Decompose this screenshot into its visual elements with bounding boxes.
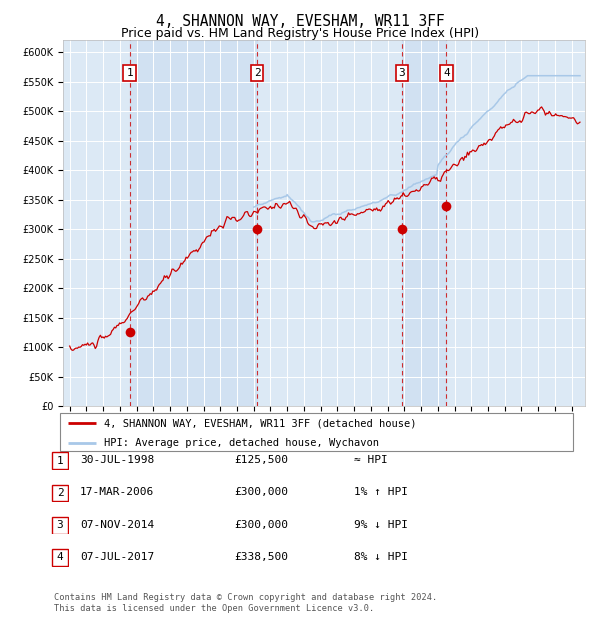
Text: 17-MAR-2006: 17-MAR-2006: [80, 487, 154, 497]
Text: 9% ↓ HPI: 9% ↓ HPI: [354, 520, 408, 529]
Text: ≈ HPI: ≈ HPI: [354, 455, 388, 465]
Text: £300,000: £300,000: [234, 487, 288, 497]
Text: £125,500: £125,500: [234, 455, 288, 465]
Text: 4, SHANNON WAY, EVESHAM, WR11 3FF: 4, SHANNON WAY, EVESHAM, WR11 3FF: [155, 14, 445, 29]
Text: Contains HM Land Registry data © Crown copyright and database right 2024.
This d: Contains HM Land Registry data © Crown c…: [54, 593, 437, 613]
Text: 1: 1: [126, 68, 133, 78]
Text: £300,000: £300,000: [234, 520, 288, 529]
FancyBboxPatch shape: [52, 485, 68, 501]
Text: 3: 3: [56, 520, 64, 530]
Text: 4: 4: [56, 552, 64, 562]
Text: £338,500: £338,500: [234, 552, 288, 562]
Text: 8% ↓ HPI: 8% ↓ HPI: [354, 552, 408, 562]
Text: 2: 2: [56, 488, 64, 498]
Text: 1% ↑ HPI: 1% ↑ HPI: [354, 487, 408, 497]
Text: 1: 1: [56, 456, 64, 466]
Bar: [402, 40, 446, 406]
FancyBboxPatch shape: [52, 453, 68, 469]
FancyBboxPatch shape: [52, 549, 68, 565]
Text: 30-JUL-1998: 30-JUL-1998: [80, 455, 154, 465]
Text: 3: 3: [398, 68, 405, 78]
Text: 4, SHANNON WAY, EVESHAM, WR11 3FF (detached house): 4, SHANNON WAY, EVESHAM, WR11 3FF (detac…: [104, 418, 416, 428]
Text: 2: 2: [254, 68, 260, 78]
Text: 07-NOV-2014: 07-NOV-2014: [80, 520, 154, 529]
Text: 07-JUL-2017: 07-JUL-2017: [80, 552, 154, 562]
FancyBboxPatch shape: [52, 516, 68, 533]
Text: Price paid vs. HM Land Registry's House Price Index (HPI): Price paid vs. HM Land Registry's House …: [121, 27, 479, 40]
Bar: [130, 40, 257, 406]
FancyBboxPatch shape: [60, 413, 573, 451]
Text: 4: 4: [443, 68, 450, 78]
Text: HPI: Average price, detached house, Wychavon: HPI: Average price, detached house, Wych…: [104, 438, 379, 448]
